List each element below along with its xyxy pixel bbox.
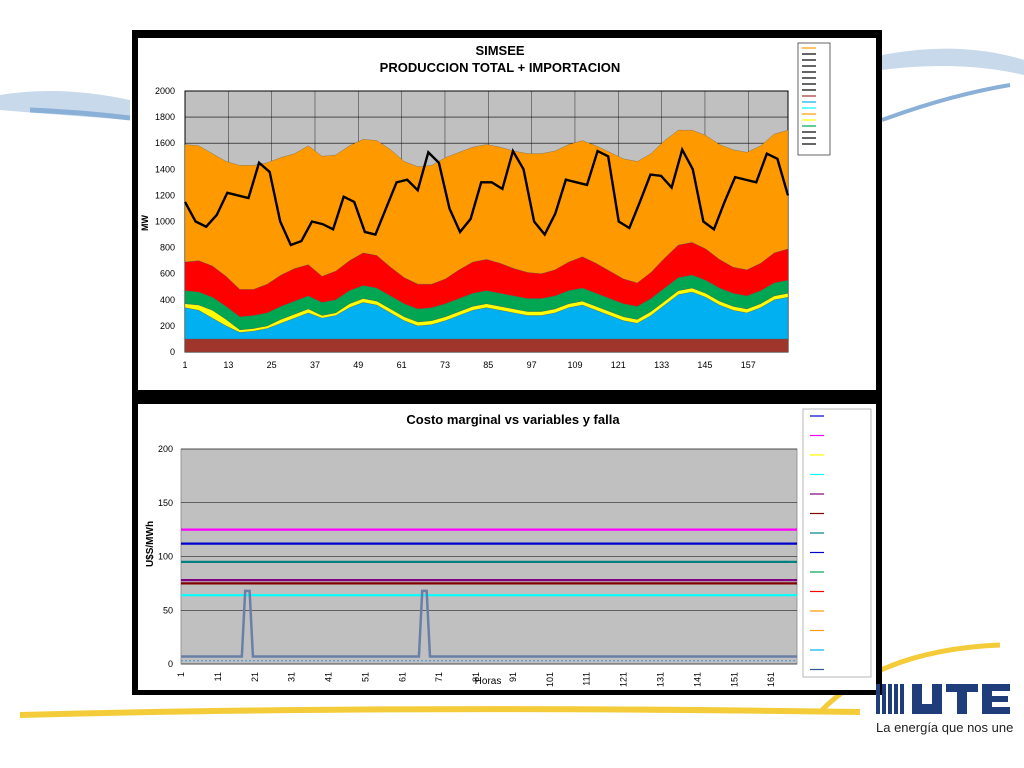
chart2-xtick-label: 61 bbox=[397, 672, 407, 682]
chart2-xtick-label: 91 bbox=[508, 672, 518, 682]
decor-yellow-curve bbox=[818, 642, 1001, 714]
chart2-legend bbox=[802, 408, 872, 678]
ute-logo bbox=[876, 684, 1010, 714]
chart2-xtick-label: 151 bbox=[729, 672, 739, 687]
chart1-xtick-label: 37 bbox=[310, 360, 320, 370]
chart2-ytick-label: 100 bbox=[158, 552, 173, 562]
chart1-legend-box bbox=[797, 42, 831, 156]
chart2-ylabel: U$S/MWh bbox=[145, 521, 156, 567]
chart2-xlabel: Horas bbox=[475, 676, 502, 687]
cost-chart: Costo marginal vs variables y falla U$S/… bbox=[145, 408, 872, 687]
chart1-legend bbox=[797, 42, 831, 156]
chart1-ytick-label: 1600 bbox=[155, 138, 175, 148]
chart2-xtick-label: 21 bbox=[250, 672, 260, 682]
chart1-ylabel: MW bbox=[140, 215, 150, 231]
chart1-ytick-label: 1400 bbox=[155, 164, 175, 174]
chart2-legend-box bbox=[802, 408, 872, 678]
chart1-xtick-label: 1 bbox=[182, 360, 187, 370]
chart1-xtick-label: 49 bbox=[353, 360, 363, 370]
chart2-xtick-label: 101 bbox=[545, 672, 555, 687]
chart1-ytick-label: 1800 bbox=[155, 112, 175, 122]
cost-chart-panel: Costo marginal vs variables y falla U$S/… bbox=[138, 404, 876, 690]
production-chart-panel: SIMSEE PRODUCCION TOTAL + IMPORTACION MW… bbox=[138, 38, 876, 390]
chart1-xtick-label: 73 bbox=[440, 360, 450, 370]
chart1-xtick-label: 121 bbox=[611, 360, 626, 370]
chart1-ytick-label: 800 bbox=[160, 243, 175, 253]
chart2-xtick-label: 31 bbox=[287, 672, 297, 682]
chart1-ytick-label: 600 bbox=[160, 269, 175, 279]
chart2-xtick-label: 161 bbox=[766, 672, 776, 687]
chart1-xtick-label: 13 bbox=[223, 360, 233, 370]
chart1-xtick-label: 85 bbox=[483, 360, 493, 370]
chart2-ytick-label: 200 bbox=[158, 444, 173, 454]
decor-yellow-line bbox=[19, 706, 861, 718]
chart2-ytick-label: 0 bbox=[168, 659, 173, 669]
chart2-xtick-label: 131 bbox=[656, 672, 666, 687]
chart2-xtick-label: 71 bbox=[434, 672, 444, 682]
chart2-xtick-label: 11 bbox=[213, 672, 223, 681]
chart1-xtick-label: 133 bbox=[654, 360, 669, 370]
production-chart: SIMSEE PRODUCCION TOTAL + IMPORTACION MW… bbox=[140, 42, 831, 370]
chart2-xtick-label: 121 bbox=[619, 672, 629, 687]
chart1-ytick-label: 1200 bbox=[155, 190, 175, 200]
chart2-xtick-label: 81 bbox=[471, 672, 481, 682]
chart1-subtitle: PRODUCCION TOTAL + IMPORTACION bbox=[380, 60, 621, 75]
chart1-xtick-label: 25 bbox=[267, 360, 277, 370]
chart1-xtick-label: 145 bbox=[697, 360, 712, 370]
chart1-ytick-label: 2000 bbox=[155, 86, 175, 96]
brand-tagline: La energía que nos une bbox=[876, 720, 1014, 735]
chart1-ytick-label: 0 bbox=[170, 347, 175, 357]
decor-swoosh-right bbox=[882, 48, 1024, 75]
chart2-xtick-label: 51 bbox=[360, 672, 370, 682]
chart2-marginal-cost-line bbox=[181, 589, 797, 658]
chart1-xtick-label: 97 bbox=[527, 360, 537, 370]
chart2-ytick-label: 50 bbox=[163, 605, 173, 615]
chart1-xtick-label: 109 bbox=[567, 360, 582, 370]
chart1-title: SIMSEE bbox=[475, 43, 524, 58]
chart1-xtick-label: 61 bbox=[397, 360, 407, 370]
chart2-ytick-label: 150 bbox=[158, 498, 173, 508]
chart2-title: Costo marginal vs variables y falla bbox=[406, 412, 620, 427]
chart1-area-series-5 bbox=[184, 129, 789, 290]
chart1-xtick-label: 157 bbox=[741, 360, 756, 370]
chart1-ytick-label: 200 bbox=[160, 321, 175, 331]
chart2-xtick-label: 1 bbox=[176, 672, 186, 677]
chart1-total-line bbox=[183, 146, 790, 247]
decor-swoosh-left-line bbox=[29, 107, 131, 121]
decor-swoosh-right-line bbox=[881, 83, 1011, 122]
chart1-ytick-label: 400 bbox=[160, 295, 175, 305]
chart2-xtick-label: 41 bbox=[324, 672, 334, 682]
chart2-xtick-label: 141 bbox=[692, 672, 702, 687]
chart1-ytick-label: 1000 bbox=[155, 217, 175, 227]
chart1-area-series-0 bbox=[184, 338, 789, 353]
chart2-xtick-label: 111 bbox=[582, 672, 592, 686]
